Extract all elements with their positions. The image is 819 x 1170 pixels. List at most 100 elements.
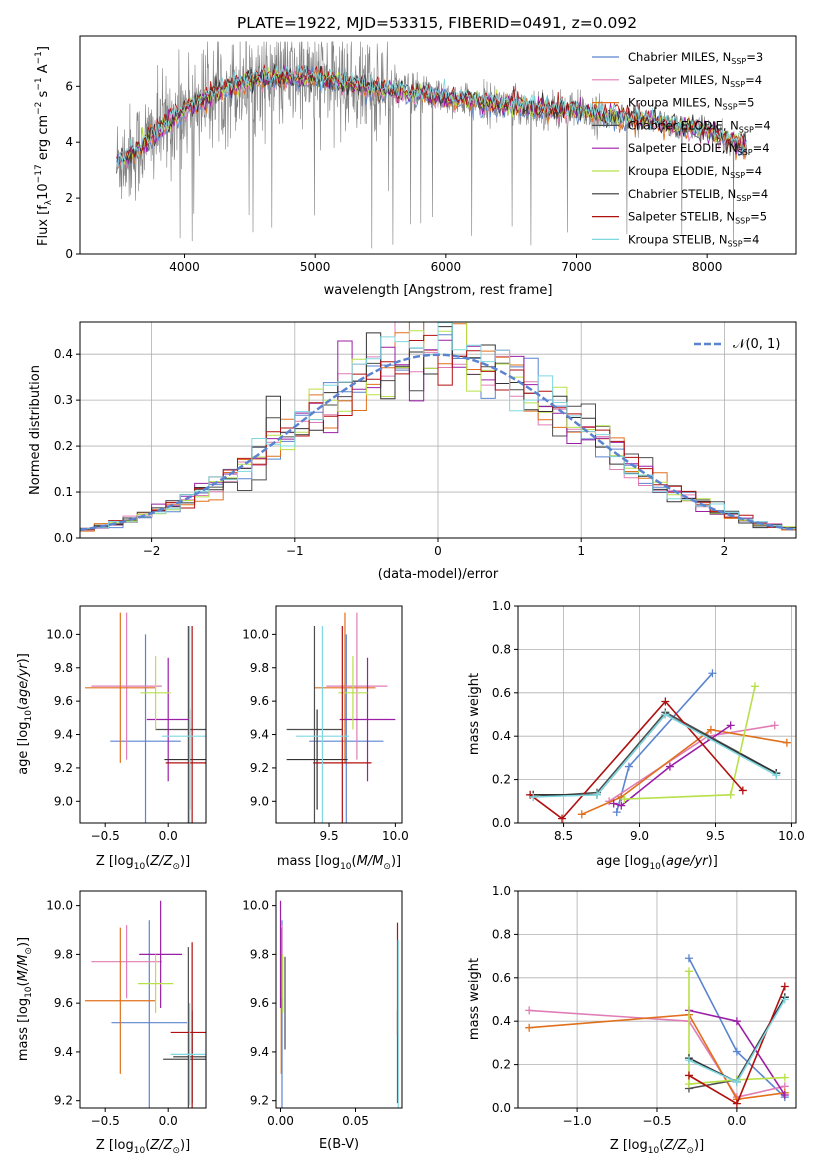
errorbar-1 bbox=[91, 612, 162, 760]
errorbar-2 bbox=[85, 927, 156, 1074]
errorbar-2 bbox=[314, 612, 376, 763]
legend-model-name: Chabrier ELODIE, N bbox=[628, 118, 739, 132]
errorbar-8 bbox=[295, 626, 349, 823]
mass-weight-marker bbox=[612, 808, 621, 817]
errorbar-4 bbox=[339, 657, 396, 782]
ytick-label: 9.2 bbox=[54, 1094, 73, 1108]
mass-weight-marker bbox=[684, 954, 693, 963]
ytick-label: 0.4 bbox=[492, 1014, 511, 1028]
errorbar-5 bbox=[137, 954, 174, 1013]
spectrum-ylabel: Flux [fλ10−17 erg cm−2 s−1 A−1] bbox=[34, 46, 54, 246]
mass-vs-ebv-plot-area bbox=[279, 900, 399, 1108]
legend-entry-4: Salpeter ELODIE, NSSP=4 bbox=[628, 141, 770, 157]
mass-weight-marker bbox=[732, 1099, 741, 1108]
ytick-label: 9.4 bbox=[54, 728, 73, 742]
ytick-label: 9.6 bbox=[250, 694, 269, 708]
ytick-label: 0.8 bbox=[492, 642, 511, 656]
spectrum-xlabel: wavelength [Angstrom, rest frame] bbox=[324, 283, 553, 298]
legend-subscript: SSP bbox=[736, 194, 751, 203]
xtick-label: 0.0 bbox=[159, 829, 178, 843]
errorbar-6 bbox=[286, 709, 348, 810]
legend-nssp: =4 bbox=[751, 187, 768, 201]
legend-nssp: =4 bbox=[743, 232, 760, 246]
xtick-label: −2 bbox=[143, 544, 161, 558]
legend-subscript: SSP bbox=[723, 103, 738, 112]
ytick-label: 0.3 bbox=[54, 393, 73, 407]
ytick-label: 9.8 bbox=[250, 661, 269, 675]
ytick-label: 9.2 bbox=[250, 761, 269, 775]
legend-model-name: Kroupa MILES, N bbox=[628, 96, 723, 110]
legend-subscript: SSP bbox=[738, 148, 753, 157]
xtick-label: 9.5 bbox=[320, 829, 339, 843]
residual-panel: −2 −1 0 1 2 0.0 0.1 0.2 0.3 0.4 (data-model)/erro… bbox=[28, 321, 797, 582]
errorbar-3 bbox=[155, 626, 206, 823]
errorbar-7 bbox=[170, 942, 206, 1108]
legend-entry-0: Chabrier MILES, NSSP=3 bbox=[628, 50, 763, 66]
errorbar-3 bbox=[163, 947, 206, 1108]
legend-nssp: =4 bbox=[753, 141, 770, 155]
legend-nssp: =4 bbox=[745, 164, 762, 178]
errorbar-1 bbox=[326, 612, 388, 760]
xtick-label: 0 bbox=[434, 544, 442, 558]
legend-model-name: Kroupa ELODIE, N bbox=[628, 164, 730, 178]
mass-weight-vs-age-ylabel: mass weight bbox=[467, 673, 482, 755]
legend-subscript: SSP bbox=[730, 80, 745, 89]
xtick-label: 10.0 bbox=[382, 829, 409, 843]
legend-subscript: SSP bbox=[731, 57, 746, 66]
xtick-label: 5000 bbox=[300, 260, 331, 274]
spectrum-ylabel-text: Flux [f bbox=[36, 205, 51, 246]
legend-subscript: SSP bbox=[728, 239, 743, 248]
legend-nssp: =5 bbox=[750, 210, 767, 224]
mass-weight-vs-Z-ylabel: mass weight bbox=[467, 958, 482, 1040]
errorbar-5 bbox=[338, 656, 368, 730]
mass-weight-series-8 bbox=[533, 713, 777, 798]
mass-weight-marker bbox=[782, 738, 791, 747]
mass-weight-marker bbox=[726, 790, 735, 799]
mass-vs-ebv-panel: 0.00 0.05 9.2 9.4 9.6 9.8 10.0 E(B-V) bbox=[242, 890, 403, 1152]
errorbar-5 bbox=[140, 656, 171, 730]
ytick-label: 9.6 bbox=[54, 996, 73, 1010]
ytick-label: 9.8 bbox=[250, 947, 269, 961]
errorbar-8 bbox=[170, 1003, 206, 1106]
ytick-label: 0.1 bbox=[54, 485, 73, 499]
mass-weight-marker bbox=[706, 725, 715, 734]
mass-weight-series-1 bbox=[529, 1009, 785, 1099]
ytick-label: 0 bbox=[65, 247, 73, 261]
mass-weight-marker bbox=[577, 810, 586, 819]
legend-nssp: =4 bbox=[745, 73, 762, 87]
ytick-label: 10.0 bbox=[242, 627, 269, 641]
ytick-label: 9.2 bbox=[54, 761, 73, 775]
mass-weight-marker bbox=[780, 1073, 789, 1082]
mass-weight-marker bbox=[684, 967, 693, 976]
model-spectrum-8 bbox=[116, 64, 747, 170]
xtick-label: 7000 bbox=[561, 260, 592, 274]
legend-entry-7: Salpeter STELIB, NSSP=5 bbox=[628, 210, 767, 226]
age-vs-mass-xlabel-text: mass [log bbox=[277, 854, 340, 869]
mass-vs-Z-ylabel: mass [log10(M/M⊙)] bbox=[16, 937, 34, 1061]
legend-entry-6: Chabrier STELIB, NSSP=4 bbox=[628, 187, 768, 203]
legend-subscript: SSP bbox=[735, 217, 750, 226]
mass-weight-marker bbox=[732, 1017, 741, 1026]
xtick-label: −1 bbox=[286, 544, 304, 558]
mass-weight-series-5 bbox=[688, 971, 785, 1085]
ytick-label: 6 bbox=[65, 79, 73, 93]
legend-subscript: SSP bbox=[739, 125, 754, 134]
mass-weight-series-2 bbox=[529, 1013, 785, 1101]
ytick-label: 9.4 bbox=[54, 1045, 73, 1059]
mass-vs-Z-ylabel-text: mass [log bbox=[16, 998, 31, 1061]
xtick-label: 0.0 bbox=[159, 1114, 178, 1128]
age-vs-Z-xlabel: Z [log10(Z/Z⊙)] bbox=[96, 854, 190, 872]
residual-plot-area bbox=[80, 322, 796, 535]
mass-weight-series-7 bbox=[529, 700, 744, 820]
mass-weight-marker bbox=[529, 792, 538, 801]
mass-weight-marker bbox=[661, 697, 670, 706]
mass-weight-marker bbox=[780, 1090, 789, 1099]
mass-weight-marker bbox=[708, 669, 717, 678]
mass-weight-marker bbox=[661, 710, 670, 719]
mass-weight-marker bbox=[525, 1023, 534, 1032]
ytick-label: 0.2 bbox=[492, 1058, 511, 1072]
ytick-label: 0.4 bbox=[54, 347, 73, 361]
xtick-label: 9.0 bbox=[630, 829, 649, 843]
age-vs-Z-xlabel-text: Z [log bbox=[96, 854, 134, 869]
